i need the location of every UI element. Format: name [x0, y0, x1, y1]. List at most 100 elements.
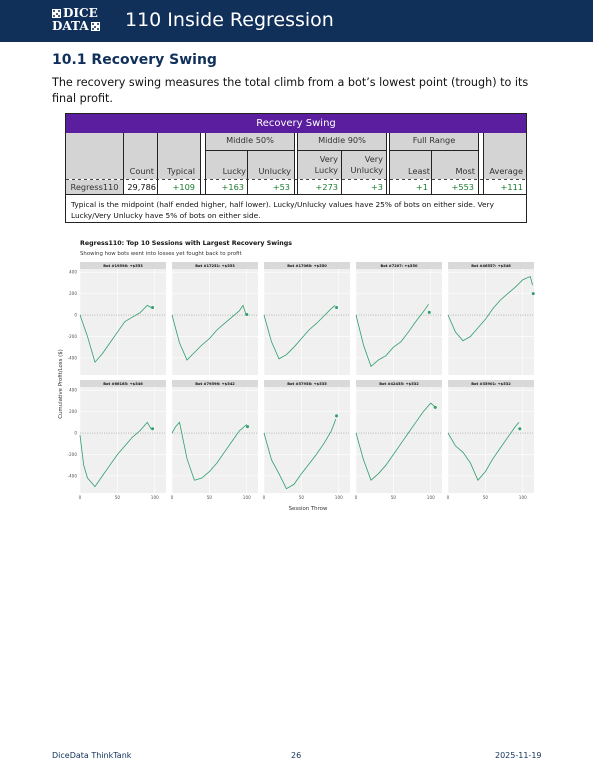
- typical-header-bg: [157, 133, 200, 179]
- panel-strip: [448, 262, 534, 269]
- y-tick-label: -200: [67, 334, 77, 339]
- x-tick-label: 0: [79, 495, 82, 500]
- group-middle-90: Middle 90%: [318, 135, 366, 145]
- x-tick-label: 0: [171, 495, 174, 500]
- table-banner: Recovery Swing: [66, 114, 526, 133]
- end-point: [531, 292, 535, 296]
- dicedata-logo: DICE DATA: [52, 7, 108, 35]
- x-tick-label: 50: [483, 495, 489, 500]
- panel-strip: [264, 380, 350, 387]
- x-axis-label: Session Throw: [289, 506, 328, 512]
- panel-label: Bot #19598: +$553: [103, 264, 143, 268]
- value-unlucky: +53: [272, 182, 290, 192]
- series-line: [171, 421, 248, 481]
- logo-line-1: DICE: [63, 6, 98, 20]
- col-least: Least: [408, 166, 430, 176]
- end-point: [151, 427, 155, 431]
- end-point: [245, 313, 249, 317]
- series-line: [79, 304, 152, 364]
- x-tick-label: 50: [207, 495, 213, 500]
- panel-strip: [448, 380, 534, 387]
- series-line: [171, 304, 247, 361]
- header-title: 110 Inside Regression: [125, 9, 334, 31]
- value-very-unlucky: +3: [370, 182, 383, 192]
- row-label: Regress110: [66, 180, 123, 194]
- value-typical: +109: [172, 182, 196, 192]
- col-unlucky: Unlucky: [258, 166, 291, 176]
- panel-label: Bot #46557: +$546: [471, 264, 511, 268]
- y-tick-label: 0: [74, 431, 77, 436]
- x-tick-label: 50: [391, 495, 397, 500]
- series-line: [263, 305, 336, 360]
- series-line: [447, 422, 520, 481]
- panel-background: [80, 269, 166, 375]
- x-tick-label: 0: [447, 495, 450, 500]
- panel-background: [356, 269, 442, 375]
- panel-label: Bot #66165: +$546: [103, 382, 143, 386]
- end-point: [151, 306, 155, 310]
- logo-line-2: DATA: [52, 19, 89, 33]
- panel-background: [448, 269, 534, 375]
- panel-strip: [264, 262, 350, 269]
- y-tick-label: -400: [67, 355, 77, 360]
- panel-strip: [356, 262, 442, 269]
- y-tick-label: -200: [67, 452, 77, 457]
- mid50-header-bg: [206, 133, 294, 179]
- series-line: [263, 418, 337, 490]
- col-very-lucky: Very Lucky: [314, 154, 338, 175]
- series-line: [355, 304, 429, 368]
- x-tick-label: 100: [243, 495, 251, 500]
- panel-strip: [80, 262, 166, 269]
- footer-org: DiceData ThinkTank: [52, 751, 132, 760]
- page-header: DICE DATA 110 Inside Regression: [0, 0, 593, 42]
- x-tick-label: 50: [115, 495, 121, 500]
- chart-subtitle: Showing how bots went into losses yet fo…: [80, 251, 242, 257]
- x-tick-label: 100: [335, 495, 343, 500]
- dice-icon: [52, 9, 61, 18]
- panel-label: Bot #17251: +$553: [195, 264, 235, 268]
- mid90-header-bg: [298, 133, 386, 179]
- end-point: [433, 405, 437, 409]
- count-header-bg: [123, 133, 157, 179]
- end-point: [518, 427, 522, 431]
- y-tick-label: 400: [69, 270, 77, 275]
- recovery-swing-table: Recovery Swing Middle 50% Middle 90% Ful…: [65, 113, 527, 223]
- section-intro: The recovery swing measures the total cl…: [52, 76, 529, 105]
- panel-label: Bot #7207: +$550: [381, 264, 418, 268]
- footer-page-number: 26: [291, 751, 302, 760]
- y-tick-label: 0: [74, 313, 77, 318]
- table-note: Typical is the midpoint (half ended high…: [71, 200, 494, 220]
- value-least: +1: [415, 182, 428, 192]
- end-point: [335, 306, 339, 310]
- corner-cell: [66, 133, 123, 179]
- panel-strip: [356, 380, 442, 387]
- panel-strip: [172, 380, 258, 387]
- value-average: +111: [500, 182, 524, 192]
- y-axis-label: Cumulative Profit/Loss ($): [58, 349, 64, 419]
- footer-date: 2025-11-19: [495, 751, 542, 760]
- x-tick-label: 0: [355, 495, 358, 500]
- col-count: Count: [129, 166, 154, 176]
- col-lucky: Lucky: [222, 166, 246, 176]
- series-line: [355, 402, 436, 481]
- panel-strip: [172, 262, 258, 269]
- panel-background: [172, 269, 258, 375]
- y-tick-label: 200: [69, 409, 77, 414]
- series-line: [79, 421, 152, 488]
- panel-background: [264, 269, 350, 375]
- panel-background: [80, 387, 166, 493]
- panel-label: Bot #35901: +$532: [471, 382, 511, 386]
- panel-strip: [80, 380, 166, 387]
- section-title: 10.1 Recovery Swing: [52, 52, 217, 68]
- panel-background: [448, 387, 534, 493]
- x-tick-label: 100: [519, 495, 527, 500]
- x-tick-label: 100: [151, 495, 159, 500]
- panel-background: [172, 387, 258, 493]
- value-most: +553: [451, 182, 475, 192]
- end-point: [246, 425, 250, 429]
- dice-icon: [90, 22, 100, 31]
- panel-label: Bot #79596: +$542: [195, 382, 235, 386]
- end-point: [427, 310, 431, 314]
- value-very-lucky: +273: [315, 182, 339, 192]
- end-point: [335, 414, 339, 418]
